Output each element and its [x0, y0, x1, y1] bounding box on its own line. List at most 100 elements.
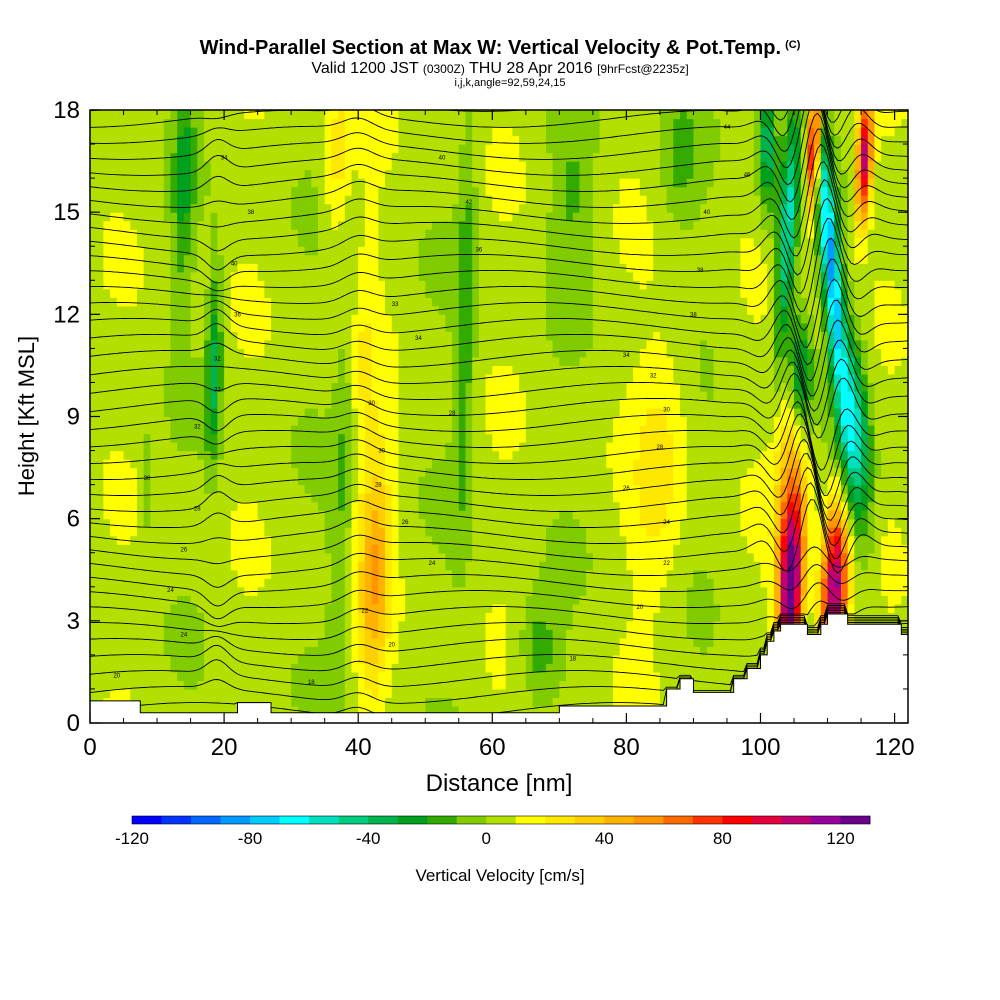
velocity-cell — [472, 348, 480, 358]
velocity-cell — [130, 314, 138, 324]
velocity-cell — [183, 280, 192, 290]
velocity-cell — [217, 637, 225, 647]
velocity-cell — [344, 212, 353, 222]
velocity-cell — [96, 425, 104, 435]
velocity-cell — [264, 135, 272, 145]
velocity-cell — [371, 203, 379, 213]
velocity-cell — [183, 459, 192, 469]
velocity-cell — [284, 561, 292, 571]
velocity-cell — [458, 186, 467, 196]
vertical-velocity-field — [90, 110, 908, 723]
velocity-cell — [177, 161, 185, 171]
velocity-cell — [472, 246, 480, 256]
velocity-cell — [224, 442, 232, 452]
velocity-cell — [458, 399, 467, 409]
velocity-cell — [338, 510, 346, 520]
velocity-cell — [130, 501, 138, 511]
velocity-cell — [157, 254, 165, 264]
velocity-cell — [116, 169, 125, 179]
velocity-cell — [170, 288, 178, 298]
velocity-cell — [391, 271, 400, 281]
velocity-cell — [431, 552, 440, 562]
velocity-cell — [103, 288, 111, 298]
velocity-cell — [177, 314, 185, 324]
velocity-cell — [331, 663, 339, 673]
velocity-cell — [271, 322, 279, 332]
velocity-cell — [103, 518, 111, 528]
velocity-cell — [331, 212, 339, 222]
velocity-cell — [472, 671, 480, 682]
velocity-cell — [505, 390, 513, 401]
velocity-cell — [445, 229, 453, 239]
velocity-cell — [378, 688, 386, 699]
velocity-cell — [170, 586, 178, 596]
velocity-cell — [324, 501, 332, 511]
velocity-cell — [217, 535, 225, 545]
velocity-cell — [418, 220, 426, 230]
velocity-cell — [317, 365, 326, 375]
velocity-cell — [478, 237, 487, 247]
velocity-cell — [90, 476, 98, 486]
velocity-cell — [284, 654, 292, 664]
velocity-cell — [177, 373, 185, 384]
velocity-cell — [177, 365, 185, 375]
velocity-cell — [405, 459, 413, 469]
velocity-cell — [311, 501, 319, 511]
velocity-cell — [203, 612, 212, 622]
velocity-cell — [505, 705, 513, 716]
velocity-cell — [525, 178, 534, 188]
velocity-cell — [525, 356, 534, 367]
velocity-cell — [525, 237, 534, 247]
velocity-cell — [237, 442, 245, 452]
velocity-cell — [264, 254, 272, 264]
velocity-cell — [532, 578, 540, 588]
velocity-cell — [230, 654, 239, 664]
velocity-cell — [217, 246, 225, 256]
velocity-cell — [110, 407, 118, 418]
velocity-cell — [277, 144, 286, 154]
velocity-cell — [324, 229, 332, 239]
velocity-cell — [123, 552, 131, 562]
velocity-cell — [552, 561, 560, 571]
velocity-cell — [364, 373, 373, 384]
velocity-cell — [210, 578, 218, 588]
velocity-cell — [525, 484, 534, 494]
velocity-cell — [244, 271, 252, 281]
velocity-cell — [418, 629, 426, 639]
velocity-cell — [519, 416, 527, 426]
velocity-cell — [505, 518, 513, 528]
velocity-cell — [431, 459, 440, 469]
velocity-cell — [539, 254, 547, 264]
velocity-cell — [291, 467, 299, 477]
velocity-cell — [90, 186, 98, 196]
velocity-cell — [351, 620, 359, 630]
velocity-cell — [331, 203, 339, 213]
velocity-cell — [331, 459, 339, 469]
velocity-cell — [525, 705, 534, 716]
velocity-cell — [317, 229, 326, 239]
velocity-cell — [485, 544, 493, 554]
velocity-cell — [492, 561, 500, 571]
velocity-cell — [331, 229, 339, 239]
velocity-cell — [418, 135, 426, 145]
velocity-cell — [519, 433, 527, 443]
velocity-cell — [385, 425, 393, 435]
velocity-cell — [371, 510, 379, 520]
velocity-cell — [123, 339, 131, 349]
velocity-cell — [472, 186, 480, 196]
velocity-cell — [465, 246, 473, 256]
velocity-cell — [378, 288, 386, 298]
velocity-cell — [130, 390, 138, 401]
velocity-cell — [405, 220, 413, 230]
velocity-cell — [324, 322, 332, 332]
velocity-cell — [438, 501, 446, 511]
velocity-cell — [250, 203, 259, 213]
velocity-cell — [123, 220, 131, 230]
velocity-cell — [257, 688, 265, 699]
velocity-cell — [331, 254, 339, 264]
velocity-cell — [170, 595, 178, 605]
velocity-cell — [405, 476, 413, 486]
velocity-cell — [532, 152, 540, 162]
velocity-cell — [385, 654, 393, 664]
velocity-cell — [271, 246, 279, 256]
